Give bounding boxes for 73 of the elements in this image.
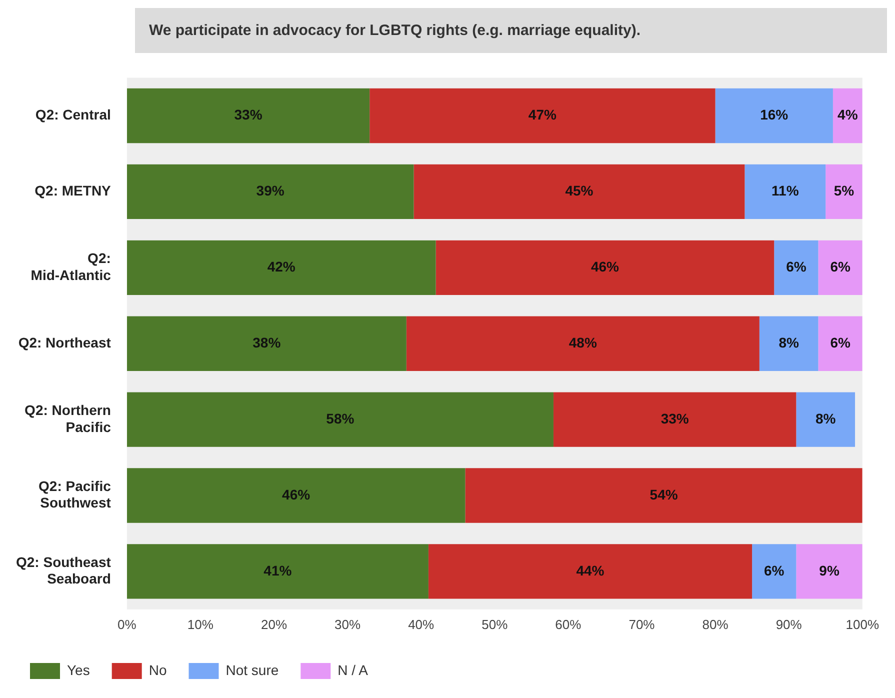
bar <box>126 240 436 295</box>
x-tick-label: 80% <box>702 616 729 632</box>
data-label: 11% <box>772 182 800 199</box>
data-label: 6% <box>764 562 785 578</box>
bar <box>759 316 818 371</box>
bar <box>796 392 856 447</box>
data-label: 41% <box>264 562 292 578</box>
y-tick-label: Q2: METNY <box>34 182 112 199</box>
bar <box>414 164 745 220</box>
data-label: 54% <box>650 486 678 502</box>
x-tick-label: 70% <box>628 616 656 632</box>
data-label: 46% <box>282 486 311 502</box>
bar <box>126 316 406 371</box>
bar <box>826 164 862 220</box>
bar <box>818 240 862 295</box>
bar <box>818 316 862 371</box>
data-label: 9% <box>819 562 840 578</box>
bar <box>428 544 752 599</box>
data-label: 6% <box>830 334 851 350</box>
legend-label: No <box>148 662 167 678</box>
x-tick-label: 0% <box>118 616 137 632</box>
data-label: 42% <box>267 258 296 275</box>
bar <box>406 316 760 371</box>
data-label: 6% <box>830 258 851 275</box>
data-label: 8% <box>778 334 800 350</box>
bar <box>774 240 818 295</box>
bar <box>436 240 774 295</box>
bar <box>370 88 716 144</box>
bar <box>796 544 862 599</box>
y-tick-label: Q2: Mid-Atlantic <box>30 250 112 283</box>
y-tick-label: Q2: Southeast Seaboard <box>16 554 112 587</box>
data-label: 6% <box>786 258 807 275</box>
x-tick-label: 100% <box>846 616 880 632</box>
chart-title: We participate in advocacy for LGBTQ rights (e.g. marriage equality). <box>135 8 887 53</box>
bar <box>126 544 428 599</box>
data-label: 38% <box>252 334 282 350</box>
data-label: 5% <box>834 182 855 199</box>
x-tick-label: 90% <box>776 616 802 632</box>
bar <box>832 88 862 144</box>
data-label: 58% <box>326 410 355 426</box>
data-label: 8% <box>815 410 836 426</box>
data-label: 33% <box>660 410 690 426</box>
x-tick-label: 40% <box>408 616 435 632</box>
legend-label: N / A <box>338 662 369 678</box>
data-label: 46% <box>590 258 620 275</box>
y-tick-label: Q2: Pacific Southwest <box>38 478 112 511</box>
y-tick-label: Q2: Central <box>35 106 111 123</box>
legend-label: Yes <box>67 662 90 678</box>
legend-label: Not sure <box>226 662 279 678</box>
data-label: 33% <box>234 106 263 123</box>
x-tick-label: 60% <box>555 616 582 632</box>
bar <box>126 468 466 523</box>
x-tick-label: 50% <box>482 616 508 632</box>
bar <box>744 164 826 220</box>
data-label: 47% <box>528 106 557 123</box>
x-tick-label: 20% <box>260 616 288 632</box>
data-label: 44% <box>576 562 605 578</box>
x-tick-label: 10% <box>187 616 214 632</box>
y-tick-label: Q2: Northeast <box>18 334 112 350</box>
x-tick-label: 30% <box>334 616 361 632</box>
bar <box>126 392 554 447</box>
bar <box>715 88 833 144</box>
data-label: 16% <box>760 106 789 123</box>
data-label: 48% <box>568 334 598 350</box>
bar <box>126 88 370 144</box>
bar <box>465 468 862 523</box>
y-tick-label: Q2: Northern Pacific <box>24 402 112 435</box>
data-label: 45% <box>565 182 594 199</box>
bar <box>752 544 796 599</box>
bar <box>553 392 796 447</box>
data-label: 39% <box>256 182 285 199</box>
data-label: 4% <box>838 106 858 123</box>
bar <box>126 164 414 220</box>
